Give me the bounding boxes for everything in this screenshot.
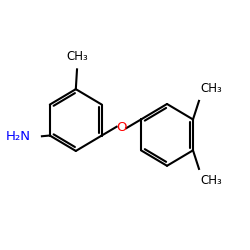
- Text: CH₃: CH₃: [200, 82, 222, 96]
- Text: CH₃: CH₃: [66, 50, 88, 63]
- Text: O: O: [116, 121, 127, 134]
- Text: H₂N: H₂N: [6, 130, 31, 143]
- Text: CH₃: CH₃: [200, 174, 222, 187]
